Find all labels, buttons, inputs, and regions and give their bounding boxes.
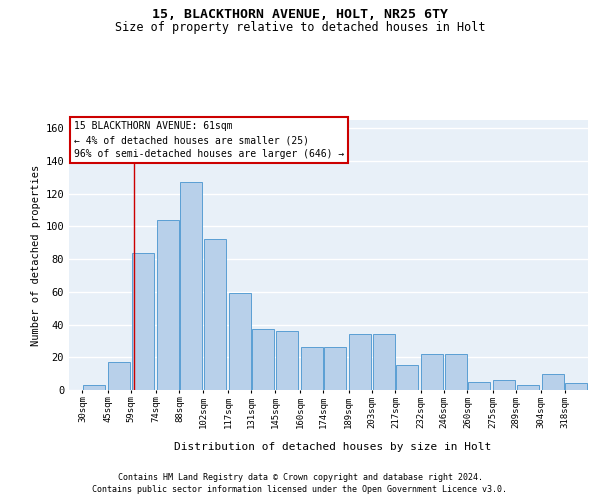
Bar — [131, 252, 154, 390]
Text: 15 BLACKTHORN AVENUE: 61sqm
← 4% of detached houses are smaller (25)
96% of semi: 15 BLACKTHORN AVENUE: 61sqm ← 4% of deta… — [74, 122, 344, 160]
Bar — [229, 294, 251, 390]
Bar — [565, 384, 587, 390]
Text: Contains public sector information licensed under the Open Government Licence v3: Contains public sector information licen… — [92, 485, 508, 494]
Bar — [349, 334, 371, 390]
Text: 15, BLACKTHORN AVENUE, HOLT, NR25 6TY: 15, BLACKTHORN AVENUE, HOLT, NR25 6TY — [152, 8, 448, 20]
Bar — [180, 182, 202, 390]
Bar — [252, 330, 274, 390]
Text: Contains HM Land Registry data © Crown copyright and database right 2024.: Contains HM Land Registry data © Crown c… — [118, 472, 482, 482]
Bar — [108, 362, 130, 390]
Bar — [396, 366, 418, 390]
Bar — [301, 348, 323, 390]
Bar — [157, 220, 179, 390]
Bar — [421, 354, 443, 390]
Bar — [373, 334, 395, 390]
Bar — [324, 348, 346, 390]
Bar — [275, 331, 298, 390]
Text: Size of property relative to detached houses in Holt: Size of property relative to detached ho… — [115, 21, 485, 34]
Y-axis label: Number of detached properties: Number of detached properties — [31, 164, 41, 346]
Bar — [445, 354, 467, 390]
Bar — [83, 385, 105, 390]
Bar — [542, 374, 564, 390]
Text: Distribution of detached houses by size in Holt: Distribution of detached houses by size … — [175, 442, 491, 452]
Bar — [517, 385, 539, 390]
Bar — [468, 382, 490, 390]
Bar — [493, 380, 515, 390]
Bar — [203, 240, 226, 390]
